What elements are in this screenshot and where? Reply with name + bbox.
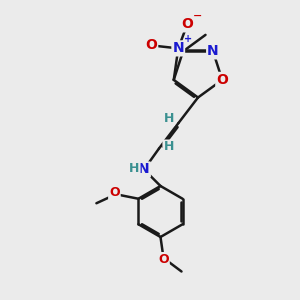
Text: N: N	[207, 44, 219, 58]
Text: H: H	[164, 140, 174, 154]
Text: O: O	[109, 186, 120, 199]
Text: N: N	[138, 163, 150, 176]
Text: −: −	[193, 11, 203, 21]
Text: O: O	[216, 73, 228, 87]
Text: H: H	[164, 112, 174, 125]
Text: O: O	[145, 38, 157, 52]
Text: O: O	[181, 17, 193, 32]
Text: N: N	[172, 41, 184, 56]
Text: H: H	[129, 161, 140, 175]
Text: O: O	[158, 253, 169, 266]
Text: +: +	[184, 34, 192, 44]
